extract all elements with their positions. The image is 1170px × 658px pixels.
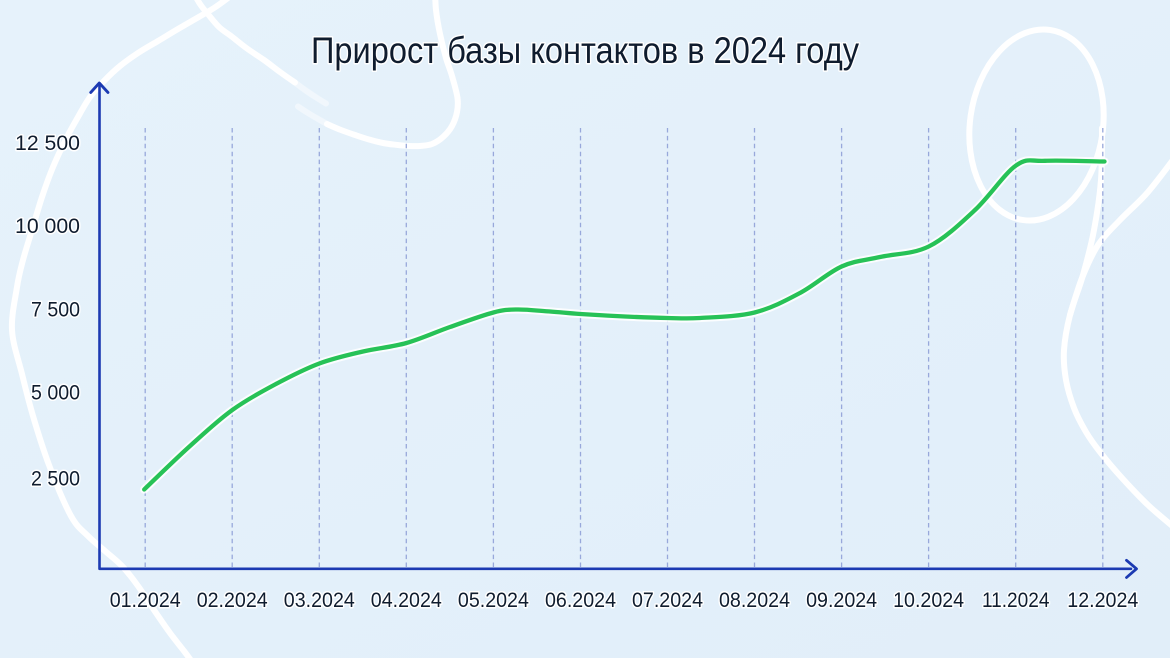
svg-text:10.2024: 10.2024 — [893, 588, 964, 612]
svg-text:04.2024: 04.2024 — [371, 588, 442, 612]
svg-text:10 000: 10 000 — [15, 214, 80, 238]
svg-text:5 000: 5 000 — [31, 381, 80, 405]
svg-text:11.2024: 11.2024 — [982, 588, 1050, 612]
svg-text:2 500: 2 500 — [31, 467, 80, 491]
svg-text:12 500: 12 500 — [15, 131, 80, 155]
svg-text:07.2024: 07.2024 — [632, 588, 703, 612]
svg-text:Прирост базы контактов в 2024: Прирост базы контактов в 2024 году — [311, 29, 859, 71]
svg-text:01.2024: 01.2024 — [110, 588, 181, 612]
svg-text:03.2024: 03.2024 — [284, 588, 355, 612]
svg-text:12.2024: 12.2024 — [1067, 588, 1138, 612]
svg-text:05.2024: 05.2024 — [458, 588, 529, 612]
svg-text:7 500: 7 500 — [31, 298, 80, 322]
svg-text:06.2024: 06.2024 — [545, 588, 616, 612]
svg-text:08.2024: 08.2024 — [719, 588, 790, 612]
svg-text:02.2024: 02.2024 — [197, 588, 268, 612]
svg-text:09.2024: 09.2024 — [806, 588, 877, 612]
